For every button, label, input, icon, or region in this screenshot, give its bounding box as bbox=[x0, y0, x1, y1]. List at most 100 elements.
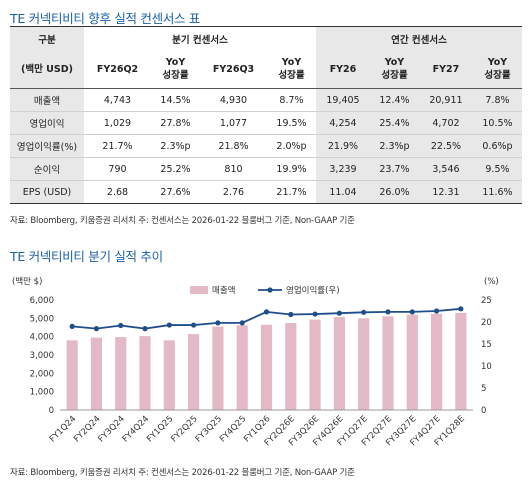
legend-bar-label: 매출액 bbox=[212, 285, 235, 296]
table-cell: 19,405 bbox=[316, 88, 370, 112]
column-header-line1: FY27 bbox=[432, 63, 460, 75]
table-cell: 4,743 bbox=[84, 88, 151, 112]
table-cell: 20,911 bbox=[418, 88, 473, 112]
table-cell: 810 bbox=[200, 157, 267, 181]
margin-point bbox=[385, 309, 391, 315]
header-category: 구분 bbox=[10, 26, 84, 50]
column-header-line2: 성장률 bbox=[381, 70, 408, 81]
column-header-line1: YoY bbox=[165, 57, 186, 68]
margin-point bbox=[433, 308, 440, 314]
revenue-bar bbox=[260, 324, 273, 410]
table-cell: 19.5% bbox=[267, 111, 316, 135]
table-cell: 21.9% bbox=[316, 134, 370, 158]
left-tick-label: 2,000 bbox=[30, 369, 54, 379]
table-cell: 2.76 bbox=[200, 180, 267, 204]
left-tick-label: 4,000 bbox=[30, 333, 54, 343]
table-cell: 21.8% bbox=[200, 134, 267, 158]
table-cell: 7.8% bbox=[472, 88, 522, 112]
margin-point bbox=[166, 322, 172, 328]
revenue-bar bbox=[309, 319, 321, 410]
table-cell: 14.5% bbox=[151, 88, 200, 112]
table-cell: 4,930 bbox=[200, 88, 267, 112]
column-header: YoY 성장률 bbox=[472, 50, 522, 89]
margin-point bbox=[142, 326, 148, 332]
table-row: EPS (USD) 2.68 27.6% 2.76 21.7% 11.04 26.0% 12.… bbox=[10, 180, 522, 204]
table-cell: 11.6% bbox=[472, 180, 522, 204]
margin-point bbox=[288, 311, 294, 318]
column-header-line1: FY26Q2 bbox=[96, 63, 139, 75]
column-header: YoY 성장률 bbox=[151, 50, 200, 89]
right-tick-label: 0 bbox=[481, 406, 486, 416]
header-quarterly: 분기 컨센서스 bbox=[84, 26, 316, 50]
revenue-bar bbox=[212, 326, 224, 410]
legend-line-label: 영업이익률(우) bbox=[286, 285, 340, 296]
revenue-bar bbox=[455, 312, 467, 410]
table-row: 영업이익 1,029 27.8% 1,077 19.5% 4,254 25.4% 4,702 1… bbox=[10, 111, 522, 135]
right-tick-label: 25 bbox=[481, 296, 492, 306]
revenue-bar bbox=[115, 337, 127, 410]
table-cell: 9.5% bbox=[472, 157, 522, 181]
revenue-bar bbox=[90, 337, 103, 410]
revenue-bar bbox=[188, 334, 200, 410]
legend-bar-swatch bbox=[190, 286, 208, 294]
table-cell: 12.4% bbox=[369, 88, 419, 112]
right-tick-label: 20 bbox=[481, 318, 492, 328]
header-unit: (백만 USD) bbox=[10, 50, 84, 89]
row-label: 순이익 bbox=[10, 157, 84, 181]
margin-point bbox=[239, 320, 245, 326]
table-cell: 1,029 bbox=[84, 111, 151, 135]
table-cell: 11.04 bbox=[316, 180, 370, 204]
column-header-line1: YoY bbox=[487, 57, 508, 68]
column-header-line1: YoY bbox=[384, 57, 405, 68]
revenue-bar bbox=[66, 340, 78, 410]
table-cell: 1,077 bbox=[200, 111, 267, 135]
column-header-line2: 성장률 bbox=[484, 70, 511, 81]
table-cell: 8.7% bbox=[267, 88, 316, 112]
table-cell: 4,254 bbox=[316, 111, 370, 135]
table-row: 영업이익률(%) 21.7% 2.3%p 21.8% 2.0%p 21.9% 2.3%p 22… bbox=[10, 134, 522, 158]
revenue-bar bbox=[285, 323, 297, 410]
table-cell: 3,239 bbox=[316, 157, 370, 181]
table-source-note: 자료: Bloomberg, 키움증권 리서치 주: 컨센서스는 2026-01… bbox=[10, 216, 355, 226]
column-header: YoY 성장률 bbox=[369, 50, 419, 89]
left-tick-label: 6,000 bbox=[30, 296, 54, 306]
column-header: YoY 성장률 bbox=[267, 50, 316, 89]
table-cell: 25.4% bbox=[369, 111, 419, 135]
table-cell: 12.31 bbox=[418, 180, 473, 204]
column-header: FY26Q2 bbox=[84, 50, 151, 89]
column-header: FY27 bbox=[418, 50, 473, 89]
row-label: 매출액 bbox=[10, 88, 84, 112]
revenue-bar bbox=[406, 314, 418, 410]
left-tick-label: 3,000 bbox=[30, 351, 54, 361]
column-header-line1: FY26Q3 bbox=[212, 63, 255, 75]
consensus-table: 구분 분기 컨센서스 연간 컨센서스 (백만 USD) FY26Q2 YoY 성장률… bbox=[10, 26, 522, 204]
right-tick-label: 15 bbox=[481, 340, 492, 350]
table-cell: 0.6%p bbox=[472, 134, 522, 158]
right-tick-label: 10 bbox=[481, 362, 492, 372]
margin-point bbox=[191, 322, 197, 328]
table-cell: 19.9% bbox=[267, 157, 316, 181]
margin-point bbox=[336, 310, 342, 316]
table-cell: 10.5% bbox=[472, 111, 522, 135]
table-cell: 27.8% bbox=[151, 111, 200, 135]
quarterly-chart: (백만 $) (%) 매출액 영업이익률(우) 0 1,000 2,000 3,000 4,00… bbox=[12, 276, 499, 448]
left-tick-label: 0 bbox=[49, 406, 54, 416]
margin-point bbox=[93, 326, 100, 332]
column-header: FY26Q3 bbox=[200, 50, 267, 89]
revenue-bar bbox=[430, 313, 443, 410]
revenue-bar bbox=[358, 318, 370, 410]
chart-source-note: 자료: Bloomberg, 키움증권 리서치 주: 컨센서스는 2026-01… bbox=[10, 468, 355, 478]
column-header-line1: FY26 bbox=[329, 63, 357, 75]
table-cell: 21.7% bbox=[267, 180, 316, 204]
revenue-bar bbox=[139, 336, 151, 410]
table-cell: 2.0%p bbox=[267, 134, 316, 158]
column-header: FY26 bbox=[316, 50, 370, 89]
table-cell: 25.2% bbox=[151, 157, 200, 181]
table-cell: 3,546 bbox=[418, 157, 473, 181]
margin-point bbox=[69, 323, 75, 329]
row-label: 영업이익률(%) bbox=[10, 134, 84, 158]
revenue-bar bbox=[333, 317, 345, 410]
table-cell: 27.6% bbox=[151, 180, 200, 204]
chart-title: TE 커넥티비티 분기 실적 추이 bbox=[10, 249, 163, 264]
margin-point bbox=[263, 309, 270, 315]
